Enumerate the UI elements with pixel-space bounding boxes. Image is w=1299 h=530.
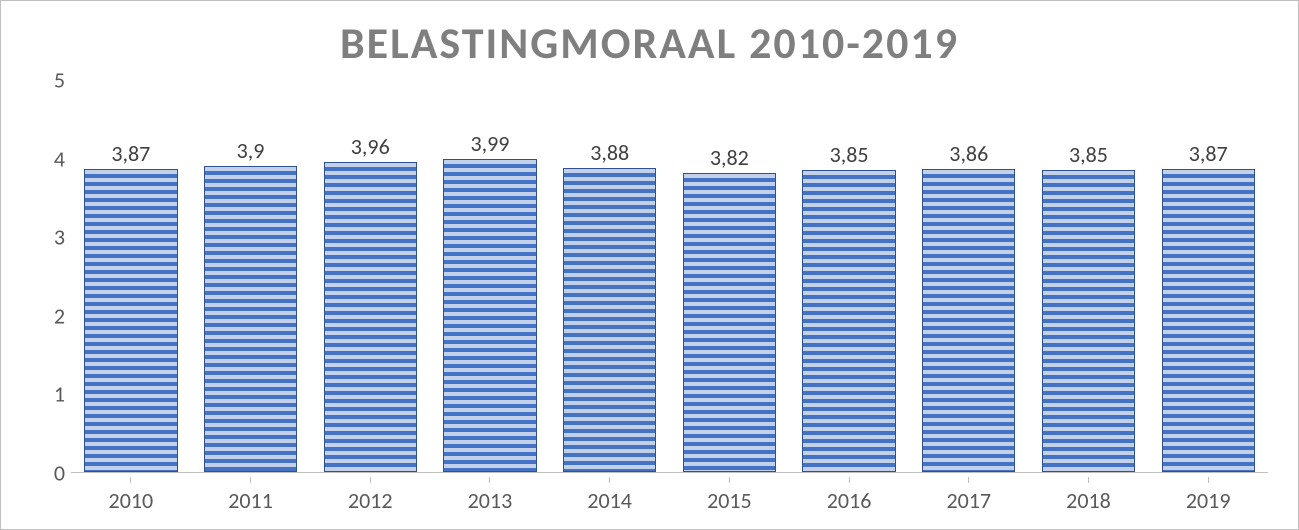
bar [1162, 169, 1255, 472]
bar-value-label: 3,9 [237, 140, 265, 162]
bar [683, 173, 776, 472]
bar-slot: 3,88 [550, 80, 670, 472]
x-tick-label: 2012 [348, 487, 393, 514]
bar [324, 162, 417, 472]
bar-value-label: 3,85 [1069, 144, 1108, 166]
x-tick-label: 2013 [468, 487, 513, 514]
chart-container: BELASTINGMORAAL 2010-2019 0 1 2 3 4 5 3,87 3,9… [0, 0, 1299, 530]
bar [443, 159, 536, 472]
bar [84, 169, 177, 472]
bar-slot: 3,82 [670, 80, 790, 472]
x-tick-label: 2016 [827, 487, 872, 514]
bar-value-label: 3,96 [351, 136, 390, 158]
x-tick-label: 2017 [946, 487, 991, 514]
x-tick-mark [1208, 477, 1209, 483]
bar-value-label: 3,87 [111, 143, 150, 165]
plot-row: 012345 3,873,93,963,993,883,823,853,863,… [31, 80, 1268, 473]
x-tick-mark [1088, 477, 1089, 483]
x-tick: 2016 [789, 477, 909, 514]
bar-value-label: 3,99 [470, 133, 509, 155]
x-tick: 2011 [191, 477, 311, 514]
x-tick-mark [130, 477, 131, 483]
x-tick-label: 2010 [109, 487, 154, 514]
x-tick-mark [968, 477, 969, 483]
bar-value-label: 3,85 [830, 144, 869, 166]
bar-slot: 3,85 [1029, 80, 1149, 472]
chart-title: BELASTINGMORAAL 2010-2019 [31, 16, 1268, 70]
bar-value-label: 3,86 [949, 143, 988, 165]
x-tick: 2015 [670, 477, 790, 514]
bar-slot: 3,96 [310, 80, 430, 472]
x-tick-mark [609, 477, 610, 483]
x-tick-label: 2018 [1066, 487, 1111, 514]
bar-slot: 3,85 [789, 80, 909, 472]
y-tick-label: 5 [54, 67, 65, 94]
x-tick-mark [849, 477, 850, 483]
bar-value-label: 3,87 [1189, 143, 1228, 165]
bar-slot: 3,87 [71, 80, 191, 472]
y-axis: 012345 [31, 80, 71, 473]
y-tick-label: 1 [54, 381, 65, 408]
x-tick: 2018 [1029, 477, 1149, 514]
bar-slot: 3,86 [909, 80, 1029, 472]
bar [204, 166, 297, 472]
x-tick: 2010 [71, 477, 191, 514]
x-tick: 2019 [1148, 477, 1268, 514]
x-tick-label: 2014 [587, 487, 632, 514]
x-tick-label: 2015 [707, 487, 752, 514]
x-tick-mark [370, 477, 371, 483]
bar-slot: 3,9 [191, 80, 311, 472]
x-tick-mark [489, 477, 490, 483]
y-tick-label: 0 [54, 460, 65, 487]
x-tick-label: 2019 [1186, 487, 1231, 514]
x-tick: 2013 [430, 477, 550, 514]
x-axis: 2010 2011 2012 2013 2014 2015 2016 2017 2018 2019 [71, 477, 1268, 514]
x-tick: 2012 [310, 477, 430, 514]
bar-value-label: 3,82 [710, 147, 749, 169]
plot-area: 3,87 3,9 3,96 3,99 3,88 3,82 3,85 3,86 3,85 3,87 [71, 80, 1268, 473]
bar [922, 169, 1015, 472]
bar-slot: 3,99 [430, 80, 550, 472]
y-tick-label: 3 [54, 224, 65, 251]
x-tick-mark [250, 477, 251, 483]
x-tick-label: 2011 [228, 487, 273, 514]
x-tick-mark [729, 477, 730, 483]
bar-slot: 3,87 [1148, 80, 1268, 472]
y-tick-label: 2 [54, 302, 65, 329]
bar [802, 170, 895, 472]
y-tick-label: 4 [54, 145, 65, 172]
bar [1042, 170, 1135, 472]
x-tick: 2017 [909, 477, 1029, 514]
bar-value-label: 3,88 [590, 142, 629, 164]
x-tick: 2014 [550, 477, 670, 514]
bar [563, 168, 656, 472]
